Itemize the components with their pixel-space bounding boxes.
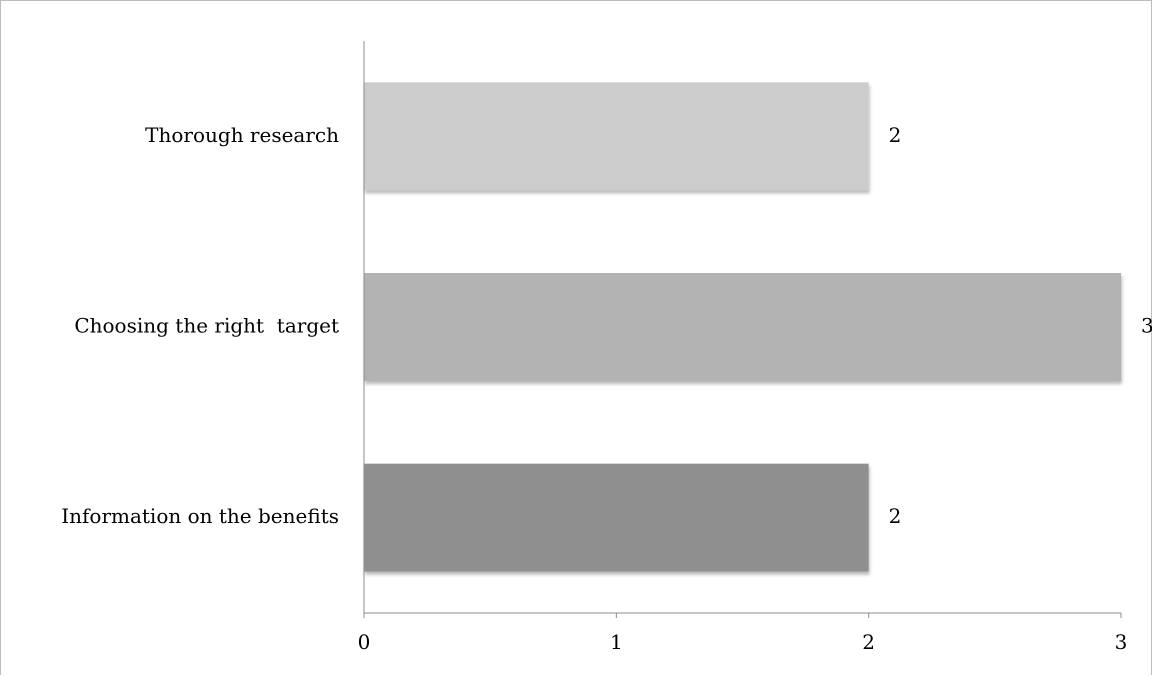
bars-layer: [364, 82, 1121, 572]
value-label-1: 2: [889, 123, 902, 147]
bar-1: [364, 82, 869, 191]
x-tick-label-3: 3: [1115, 630, 1128, 654]
x-tick-label-0: 0: [358, 630, 371, 654]
x-tick-label-2: 2: [862, 630, 875, 654]
category-label-2: Choosing the right target: [74, 314, 339, 338]
axes-layer: [363, 41, 1122, 618]
bar-3: [364, 463, 869, 572]
category-label-1: Thorough research: [145, 123, 339, 147]
bar-2: [364, 273, 1121, 381]
x-tick-label-1: 1: [610, 630, 623, 654]
category-label-3: Information on the benefits: [61, 504, 339, 528]
value-label-3: 2: [889, 504, 902, 528]
value-label-2: 3: [1141, 314, 1152, 338]
labels-layer: Thorough research 2 Choosing the right tar…: [61, 123, 1152, 654]
